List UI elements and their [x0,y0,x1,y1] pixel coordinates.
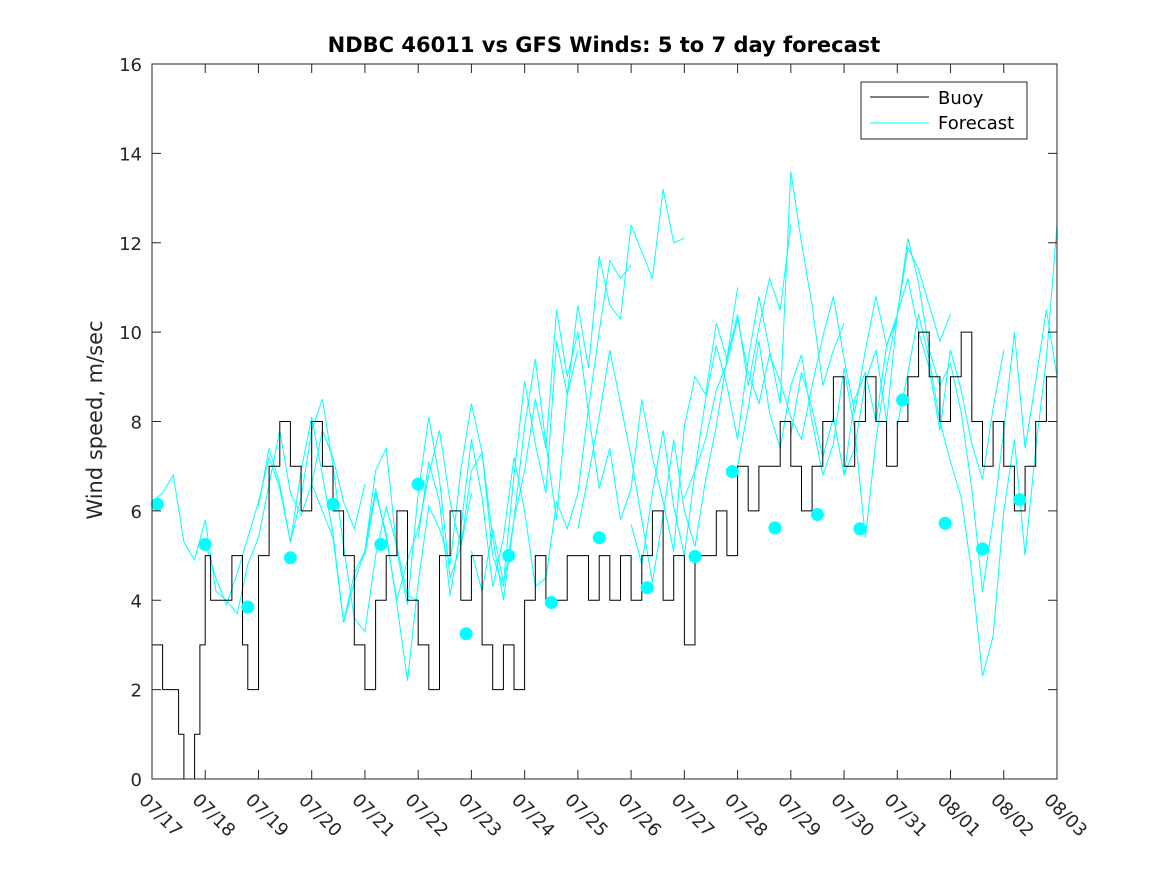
forecast-marker [640,581,654,595]
y-tick-label: 6 [131,502,142,523]
forecast-marker [938,516,952,530]
forecast-marker [592,531,606,545]
x-tick-label: 07/17 [134,790,186,842]
forecast-marker [725,465,739,479]
forecast-marker [374,537,388,551]
x-tick-label: 07/20 [294,790,346,842]
x-tick-label: 07/27 [667,790,719,842]
forecast-marker [810,508,824,521]
x-tick-label: 07/22 [401,790,453,842]
legend-box [860,81,1028,140]
forecast-marker [1013,493,1027,507]
y-tick-label: 10 [119,323,142,344]
forecast-marker [544,596,558,609]
x-tick-label: 08/03 [1039,790,1091,842]
y-tick-label: 16 [119,55,142,76]
forecast-marker [326,497,340,511]
x-tick-label: 07/21 [347,790,399,842]
forecast-marker [768,521,782,535]
x-tick-label: 08/01 [933,790,985,842]
forecast-run-line [737,245,951,538]
x-tick-label: 07/28 [720,790,772,842]
forecast-run-line [364,349,579,681]
forecast-marker [976,542,989,556]
forecast-series [151,171,1058,681]
forecast-marker [502,549,516,563]
y-tick-label: 8 [131,413,142,434]
y-tick-label: 2 [131,681,142,702]
x-tick-label: 07/24 [507,790,559,842]
y-tick-label: 14 [119,144,142,165]
forecast-marker [198,537,212,551]
x-tick-label: 07/31 [880,790,932,842]
forecast-run-line [896,224,1058,677]
forecast-run-line [311,416,526,623]
buoy-line [152,331,1057,780]
forecast-run-line [630,171,845,565]
forecast-marker [283,551,297,565]
legend: Buoy Forecast [860,81,1028,140]
y-axis: 0 2 4 6 8 10 12 14 16 [119,55,1057,791]
x-tick-label: 07/30 [827,790,879,842]
buoy-series [152,331,1057,780]
y-axis-label: Wind speed, m/sec [83,320,107,519]
forecast-run-line [470,189,685,592]
forecast-marker [896,393,910,407]
forecast-marker [241,600,255,614]
x-tick-label: 07/23 [454,790,506,842]
forecast-marker [688,550,702,563]
y-tick-label: 0 [131,770,142,791]
x-tick-label: 07/18 [188,790,240,842]
forecast-run-line [524,287,739,552]
forecast-run-line [683,296,898,498]
x-tick-label: 08/02 [986,790,1038,842]
legend-label-buoy: Buoy [938,88,984,109]
x-tick-label: 07/26 [614,790,666,842]
forecast-run-line [843,238,1058,592]
plot-area [150,64,1058,780]
forecast-marker [853,522,867,536]
x-tick-label: 07/29 [773,790,825,842]
forecast-run-line [151,428,366,615]
forecast-marker [411,477,425,491]
forecast-marker [150,497,164,511]
x-tick-label: 07/19 [241,790,293,842]
forecast-markers [150,393,1027,641]
y-tick-label: 4 [131,591,142,612]
legend-label-forecast: Forecast [938,113,1014,134]
forecast-run-line [577,224,792,583]
forecast-marker [459,627,473,641]
chart-title: NDBC 46011 vs GFS Winds: 5 to 7 day fore… [328,33,881,57]
forecast-run-line [417,259,632,596]
y-tick-label: 12 [119,234,142,255]
x-tick-label: 07/25 [560,790,612,842]
